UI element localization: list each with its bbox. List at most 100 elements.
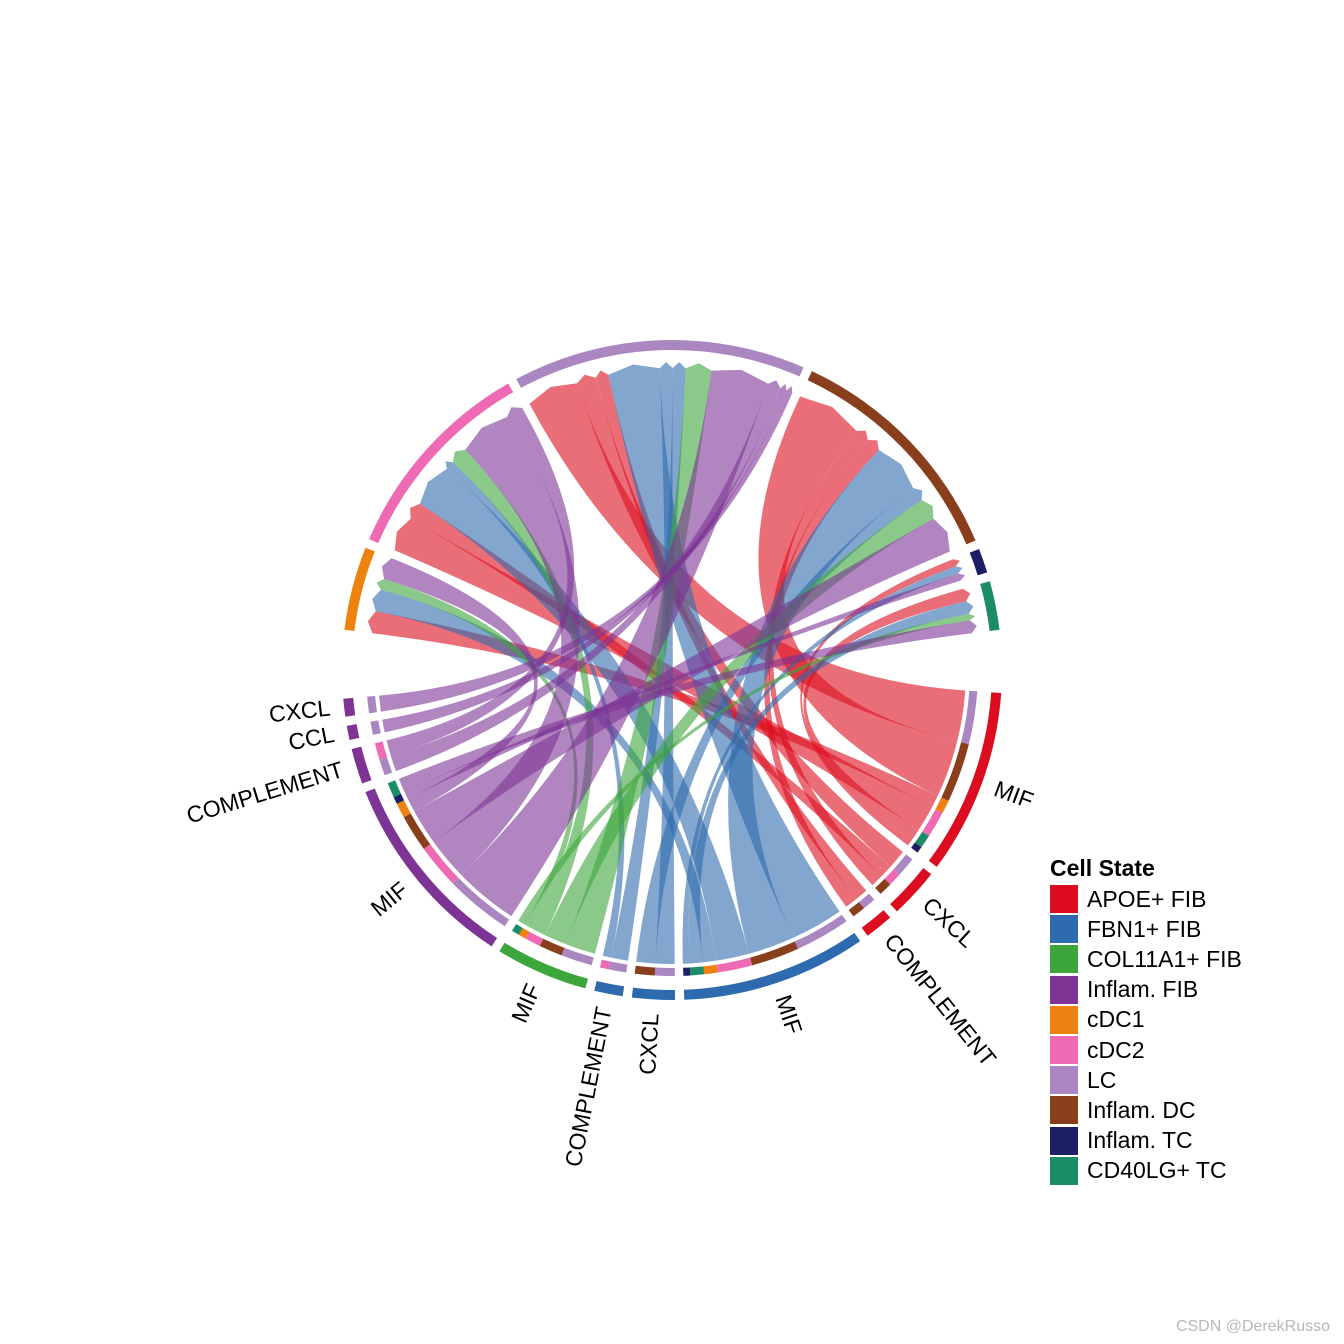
target-tick	[370, 720, 381, 735]
sector-track	[343, 339, 1002, 1000]
chord-link	[410, 503, 891, 877]
target-tick	[634, 965, 656, 976]
legend-title: Cell State	[1050, 855, 1155, 881]
target-track	[367, 690, 978, 977]
legend-item-inflam-dc: Inflam. DC	[1050, 1095, 1242, 1125]
sector-apoe-fib-complement	[861, 910, 891, 936]
target-tick	[689, 966, 705, 976]
pathway-label-inflam-fib-ccl: CCL	[286, 721, 336, 755]
sector-inflam-fib-cxcl	[343, 697, 356, 717]
pathway-label-fbn1-fib-complement: COMPLEMENT	[560, 1005, 617, 1169]
legend-label: Inflam. TC	[1087, 1127, 1193, 1154]
target-tick	[683, 967, 691, 976]
chord-link	[419, 468, 750, 961]
target-tick	[452, 877, 510, 927]
target-tick	[859, 893, 875, 909]
chord-link	[529, 383, 966, 742]
target-tick	[511, 923, 523, 935]
target-tick	[374, 741, 387, 760]
chord-links	[367, 362, 977, 965]
sector-apoe-fib-mif	[928, 692, 1002, 867]
legend-swatch	[1050, 1096, 1078, 1125]
watermark: CSDN @DerekRusso	[1175, 1318, 1330, 1335]
legend-swatch	[1050, 1126, 1078, 1155]
target-tick	[848, 902, 865, 917]
legend-item-inflam-fib: Inflam. FIB	[1050, 975, 1242, 1005]
chord-link	[758, 396, 958, 796]
target-tick	[423, 844, 459, 884]
legend-label: Inflam. DC	[1087, 1096, 1196, 1123]
sector-cdc2	[369, 383, 514, 544]
legend-label: FBN1+ FIB	[1087, 915, 1202, 942]
sector-fbn1-fib-complement	[594, 981, 625, 997]
target-tick	[941, 742, 969, 801]
legend-label: Inflam. FIB	[1087, 976, 1199, 1003]
sector-inflam-fib-mif	[365, 788, 498, 947]
target-tick	[403, 813, 431, 849]
legend-items: APOE+ FIB FBN1+ FIB COL11A1+ FIB Inflam. FI…	[1050, 884, 1242, 1186]
sector-apoe-fib-cxcl	[890, 868, 932, 912]
legend-swatch	[1050, 1156, 1078, 1185]
sector-inflam-dc	[807, 371, 976, 545]
target-tick	[367, 695, 378, 714]
sector-fbn1-fib-mif	[683, 932, 861, 1000]
legend-item-cdc2: cDC2	[1050, 1035, 1242, 1065]
legend-swatch	[1050, 975, 1078, 1004]
chord-link	[764, 440, 879, 907]
legend-label: CD40LG+ TC	[1087, 1157, 1227, 1184]
target-tick	[893, 854, 913, 875]
legend-item-col11a1-fib: COL11A1+ FIB	[1050, 944, 1242, 974]
target-tick	[716, 957, 753, 973]
legend-item-apoe-fib: APOE+ FIB	[1050, 884, 1242, 914]
target-tick	[703, 964, 719, 975]
sector-inflam-fib-ccl	[346, 724, 360, 741]
chord-link	[803, 588, 971, 841]
pathway-label-apoe-fib-complement: COMPLEMENT	[879, 928, 1001, 1071]
chord-link	[544, 499, 934, 945]
target-tick	[518, 927, 530, 939]
target-tick	[393, 793, 405, 804]
target-tick	[608, 961, 628, 973]
target-tick	[961, 690, 978, 745]
legend-swatch	[1050, 1066, 1078, 1095]
chord-link	[565, 363, 712, 954]
pathway-label-apoe-fib-cxcl: CXCL	[918, 892, 981, 953]
pathway-label-apoe-fib-mif: MIF	[991, 775, 1037, 813]
sector-inflam-tc	[969, 548, 988, 576]
chord-link	[461, 369, 769, 917]
chord-link	[768, 430, 882, 886]
chord-link	[404, 573, 966, 799]
legend-swatch	[1050, 945, 1078, 974]
target-tick	[884, 869, 900, 885]
target-tick	[525, 931, 544, 946]
sector-cd40lg-tc	[980, 581, 1000, 632]
sector-col11a1-fib-mif	[499, 942, 588, 989]
sector-lc	[516, 339, 804, 388]
legend-item-lc: LC	[1050, 1065, 1242, 1095]
legend-item-fbn1-fib: FBN1+ FIB	[1050, 914, 1242, 944]
pathway-label-fbn1-fib-cxcl: CXCL	[634, 1012, 663, 1075]
target-tick	[539, 938, 565, 956]
legend-label: COL11A1+ FIB	[1087, 945, 1242, 972]
pathway-label-inflam-fib-mif: MIF	[366, 876, 413, 921]
chord-link	[611, 362, 686, 961]
sector-fbn1-fib-cxcl	[631, 987, 676, 1000]
chord-link	[728, 449, 914, 954]
target-tick	[561, 947, 594, 966]
target-tick	[922, 809, 943, 837]
legend-swatch	[1050, 915, 1078, 944]
target-tick	[914, 831, 930, 848]
legend-label: cDC2	[1087, 1036, 1145, 1063]
legend-item-cd40lg-tc: CD40LG+ TC	[1050, 1156, 1242, 1186]
sector-inflam-fib-complement	[351, 746, 372, 784]
pathway-label-inflam-fib-complement: COMPLEMENT	[183, 756, 346, 828]
target-tick	[396, 800, 411, 818]
target-tick	[794, 914, 847, 949]
legend-swatch	[1050, 1036, 1078, 1065]
target-tick	[935, 797, 949, 813]
legend-swatch	[1050, 885, 1078, 914]
pathway-label-col11a1-fib-mif: MIF	[506, 980, 546, 1027]
legend-label: LC	[1087, 1066, 1117, 1093]
target-tick	[911, 842, 922, 853]
